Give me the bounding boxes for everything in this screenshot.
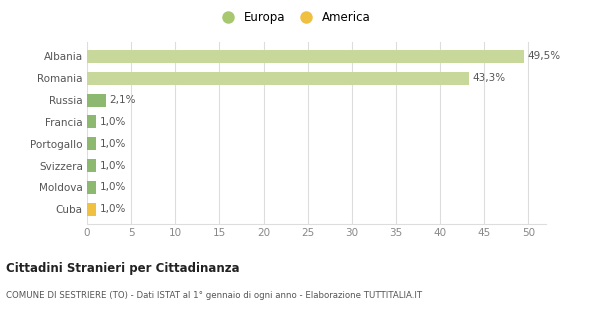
Bar	[87, 159, 96, 172]
Bar	[87, 203, 96, 216]
Text: 1,0%: 1,0%	[100, 139, 126, 149]
Bar	[87, 93, 106, 107]
Text: COMUNE DI SESTRIERE (TO) - Dati ISTAT al 1° gennaio di ogni anno - Elaborazione : COMUNE DI SESTRIERE (TO) - Dati ISTAT al…	[6, 291, 422, 300]
Text: 1,0%: 1,0%	[100, 204, 126, 214]
Bar	[87, 181, 96, 194]
Text: 43,3%: 43,3%	[473, 73, 506, 83]
Bar	[87, 72, 469, 85]
Text: 1,0%: 1,0%	[100, 182, 126, 192]
Text: 49,5%: 49,5%	[527, 52, 560, 61]
Legend: Europa, America: Europa, America	[217, 11, 371, 24]
Bar	[87, 50, 524, 63]
Text: Cittadini Stranieri per Cittadinanza: Cittadini Stranieri per Cittadinanza	[6, 262, 239, 276]
Bar	[87, 115, 96, 128]
Bar	[87, 137, 96, 150]
Text: 2,1%: 2,1%	[109, 95, 136, 105]
Text: 1,0%: 1,0%	[100, 161, 126, 171]
Text: 1,0%: 1,0%	[100, 117, 126, 127]
